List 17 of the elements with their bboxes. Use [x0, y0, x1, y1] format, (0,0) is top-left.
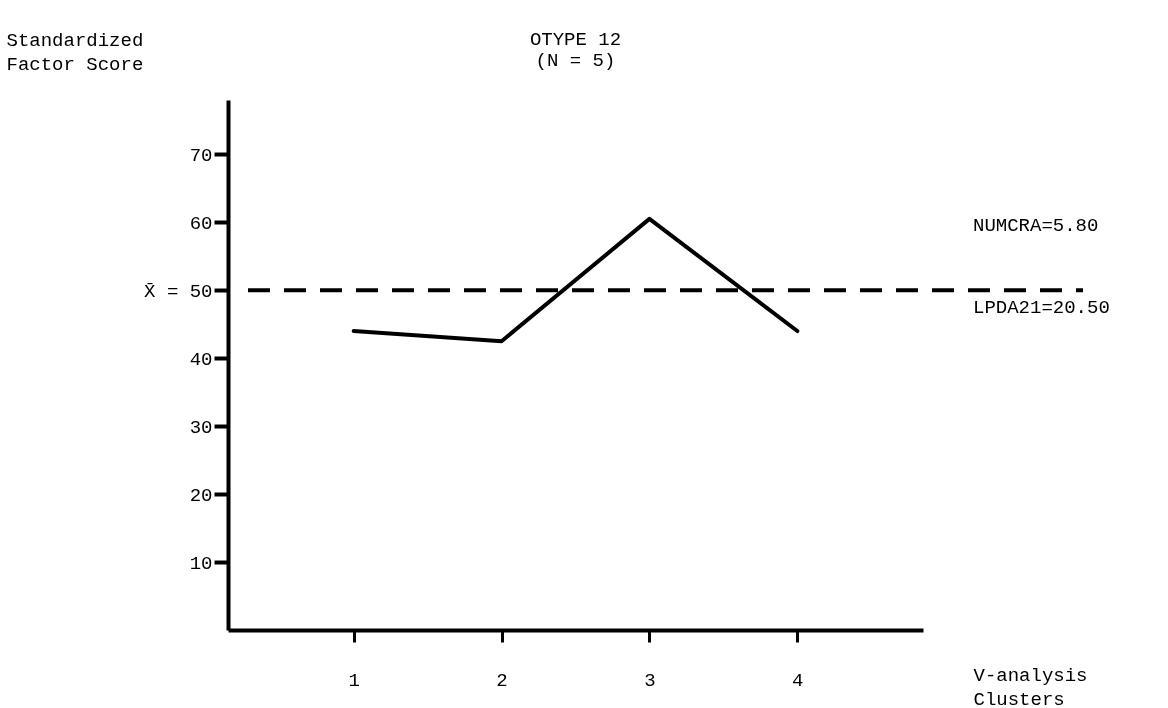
x-tick-label: 4: [792, 669, 804, 692]
y-tick-label: 10: [189, 552, 213, 575]
chart-subtitle: (N = 5): [535, 50, 616, 72]
x-tick-label: 1: [348, 669, 360, 692]
x-tick-label: 3: [644, 669, 656, 692]
x-tick-label: 2: [496, 669, 508, 692]
y-tick-label: 20: [189, 484, 213, 507]
y-tick-label: 40: [189, 348, 213, 371]
y-tick-label: X̄ = 50: [144, 280, 213, 303]
y-axis-title: Standardized Factor Score: [6, 29, 144, 76]
y-tick-label: 60: [189, 212, 213, 235]
y-tick-label: 70: [189, 144, 213, 167]
y-tick-label: 30: [189, 416, 213, 439]
chart-title: OTYPE 12: [529, 29, 622, 51]
text: LPDA21=20.50: [973, 296, 1110, 319]
text: NUMCRA=5.80: [973, 214, 1099, 237]
x-axis-title: V-analysis Clusters: [973, 664, 1088, 708]
